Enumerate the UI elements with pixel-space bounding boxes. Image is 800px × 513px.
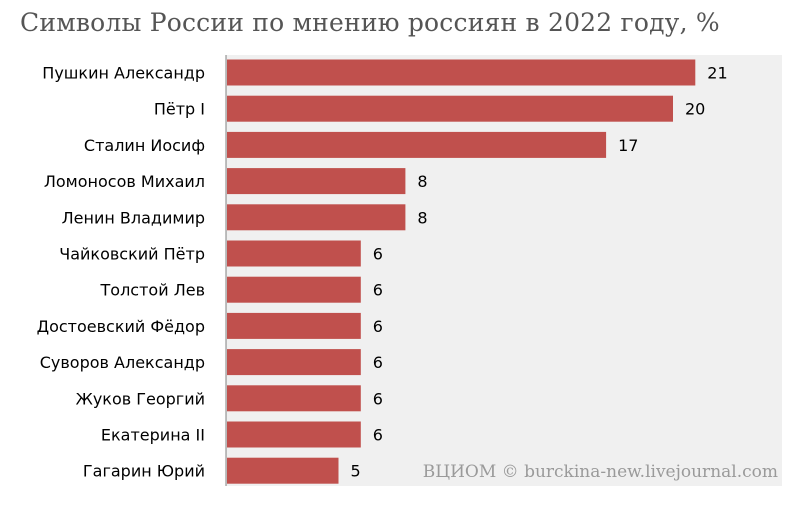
category-label: Екатерина II <box>101 426 205 445</box>
bar <box>227 168 406 195</box>
value-label: 6 <box>373 389 383 408</box>
bar <box>227 240 361 267</box>
category-label: Ленин Владимир <box>62 208 205 227</box>
value-label: 20 <box>685 100 705 119</box>
bars-group <box>227 59 696 484</box>
value-label: 6 <box>373 353 383 372</box>
credit-text: ВЦИОМ © burckina-new.livejournal.com <box>423 462 778 482</box>
category-labels-group: Пушкин Александр Пётр I Сталин Иосиф Ломоно… <box>37 64 205 481</box>
value-label: 5 <box>351 462 361 481</box>
bar <box>227 312 361 339</box>
bar <box>227 204 406 231</box>
bar <box>227 276 361 303</box>
category-label: Пушкин Александр <box>42 64 205 83</box>
bar <box>227 59 696 86</box>
bar <box>227 131 607 158</box>
bar <box>227 385 361 412</box>
category-label: Сталин Иосиф <box>84 136 205 155</box>
bar <box>227 95 673 122</box>
chart-title: Символы России по мнению россиян в 2022 … <box>20 8 720 37</box>
category-label: Суворов Александр <box>40 353 205 372</box>
category-label: Пётр I <box>154 100 205 119</box>
category-label: Жуков Георгий <box>76 389 205 408</box>
value-label: 6 <box>373 426 383 445</box>
bar <box>227 349 361 376</box>
value-label: 17 <box>618 136 638 155</box>
value-label: 6 <box>373 317 383 336</box>
value-label: 6 <box>373 281 383 300</box>
category-label: Толстой Лев <box>100 281 205 300</box>
category-label: Достоевский Фёдор <box>37 317 205 336</box>
value-label: 8 <box>417 172 427 191</box>
bar <box>227 457 339 484</box>
category-label: Чайковский Пётр <box>59 245 205 264</box>
value-label: 21 <box>707 64 727 83</box>
category-label: Ломоносов Михаил <box>44 172 205 191</box>
value-label: 6 <box>373 245 383 264</box>
category-label: Гагарин Юрий <box>83 462 205 481</box>
bar <box>227 421 361 448</box>
value-label: 8 <box>417 208 427 227</box>
plot-background <box>226 55 782 486</box>
